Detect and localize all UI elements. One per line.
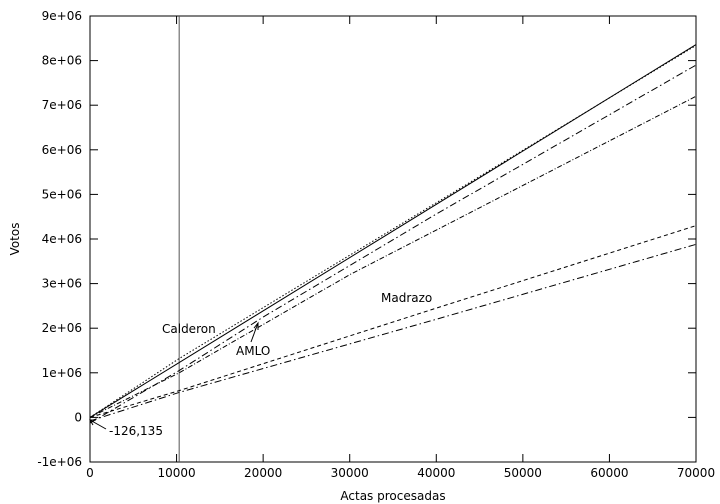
x-axis-label: Actas procesadas — [340, 489, 445, 503]
plot-frame — [89, 15, 697, 463]
x-tick-label: 20000 — [244, 466, 282, 480]
annotation-madrazo: Madrazo — [381, 291, 432, 305]
y-tick-label: 1e+06 — [42, 366, 82, 380]
y-tick-label: 6e+06 — [42, 143, 82, 157]
series-line-unlabeled-2 — [89, 45, 697, 418]
y-axis-label: Votos — [8, 223, 22, 256]
y-tick-label: 4e+06 — [42, 232, 82, 246]
y-tick-label: 0 — [74, 410, 82, 424]
x-tick-label: 70000 — [677, 466, 715, 480]
x-tick-label: 60000 — [590, 466, 628, 480]
x-tick-label: 10000 — [157, 466, 195, 480]
offset-arrow-line — [89, 419, 107, 430]
x-tick-label: 50000 — [504, 466, 542, 480]
annotation-calderon: Calderon — [162, 322, 216, 336]
axis-ticks — [89, 15, 697, 463]
y-tick-label: 9e+06 — [42, 9, 82, 23]
y-tick-label: 3e+06 — [42, 277, 82, 291]
y-tick-label: -1e+06 — [37, 455, 82, 469]
series-line-amlo — [89, 64, 697, 424]
series-lines — [89, 44, 697, 424]
series-line-madrazo — [89, 225, 697, 418]
axis-tick-labels: 0 10000 20000 30000 40000 50000 60000 70000 -1e+… — [37, 9, 715, 480]
amlo-arrow-line — [250, 322, 259, 343]
annotation-amlo: AMLO — [236, 344, 270, 358]
annotation-amlo-offset: -126,135 — [109, 424, 163, 438]
series-line-calderon — [89, 44, 697, 418]
x-tick-label: 30000 — [331, 466, 369, 480]
series-line-unlabeled-6 — [89, 243, 697, 422]
y-tick-label: 7e+06 — [42, 98, 82, 112]
x-tick-label: 0 — [86, 466, 94, 480]
y-tick-label: 2e+06 — [42, 321, 82, 335]
annotation-arrows — [89, 321, 259, 430]
y-tick-label: 8e+06 — [42, 54, 82, 68]
amlo-arrow-head — [253, 321, 259, 330]
x-tick-label: 40000 — [417, 466, 455, 480]
y-tick-label: 5e+06 — [42, 187, 82, 201]
offset-arrow-head — [89, 419, 96, 426]
